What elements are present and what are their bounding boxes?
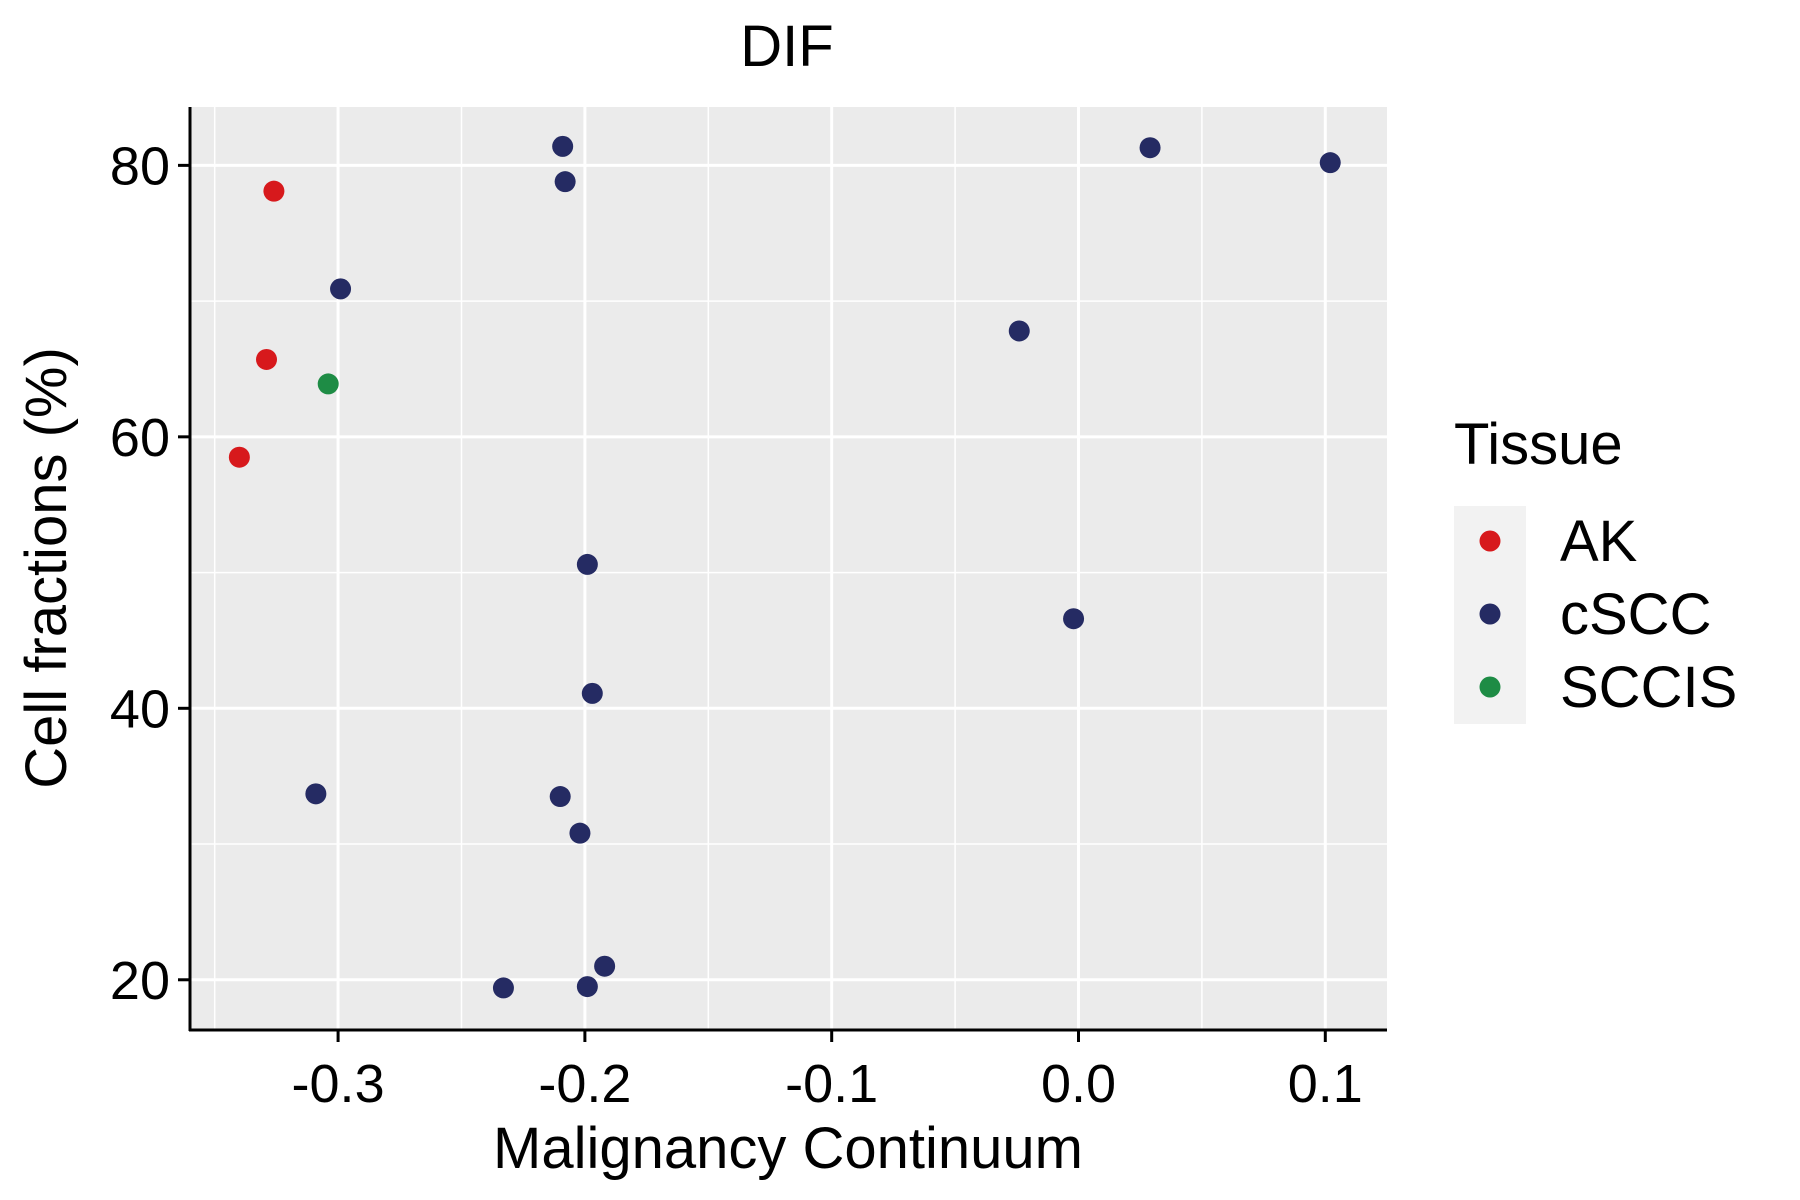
- data-points: [228, 135, 1341, 999]
- legend: Tissue AK cSCC SCCIS: [1454, 412, 1737, 724]
- legend-entries: AK cSCC SCCIS: [1479, 509, 1737, 720]
- data-point-ak: [228, 446, 250, 468]
- data-point-cscc: [1008, 320, 1030, 342]
- x-tick-label: -0.2: [538, 1054, 631, 1114]
- y-tick-label: 60: [110, 408, 170, 468]
- legend-key-cscc: [1479, 603, 1501, 625]
- x-tick-label: 0.0: [1041, 1054, 1116, 1114]
- data-point-cscc: [569, 822, 591, 844]
- legend-key-sccis: [1479, 676, 1501, 698]
- chart-title: DIF: [740, 14, 833, 79]
- y-tick-label: 80: [110, 136, 170, 196]
- data-point-cscc: [549, 786, 571, 808]
- data-point-cscc: [554, 171, 576, 193]
- data-point-cscc: [576, 553, 598, 575]
- data-point-cscc: [576, 976, 598, 998]
- data-point-ak: [256, 348, 278, 370]
- x-tick-label: -0.3: [292, 1054, 385, 1114]
- legend-label-sccis: SCCIS: [1560, 655, 1737, 720]
- data-point-sccis: [317, 373, 339, 395]
- data-point-cscc: [581, 682, 603, 704]
- x-tick-label: -0.1: [785, 1054, 878, 1114]
- y-tick-label: 40: [110, 679, 170, 739]
- plot-panel: [190, 107, 1387, 1030]
- x-axis-ticks: -0.3 -0.2 -0.1 0.0 0.1: [292, 1030, 1363, 1114]
- data-point-cscc: [1319, 152, 1341, 174]
- data-point-ak: [263, 180, 285, 202]
- grid-lines: [190, 107, 1387, 1030]
- legend-label-ak: AK: [1560, 509, 1638, 574]
- legend-title: Tissue: [1454, 412, 1623, 477]
- data-point-cscc: [552, 135, 574, 157]
- legend-label-cscc: cSCC: [1560, 582, 1711, 647]
- data-point-cscc: [330, 278, 352, 300]
- x-axis-label: Malignancy Continuum: [493, 1116, 1083, 1181]
- y-tick-label: 20: [110, 951, 170, 1011]
- data-point-cscc: [1063, 608, 1085, 630]
- legend-key-ak: [1479, 530, 1501, 552]
- x-tick-label: 0.1: [1288, 1054, 1363, 1114]
- data-point-cscc: [492, 977, 514, 999]
- data-point-cscc: [1139, 137, 1161, 159]
- data-point-cscc: [594, 955, 616, 977]
- data-point-cscc: [305, 783, 327, 805]
- y-axis-label: Cell fractions (%): [14, 347, 79, 789]
- y-axis-ticks: 20 40 60 80: [110, 136, 190, 1011]
